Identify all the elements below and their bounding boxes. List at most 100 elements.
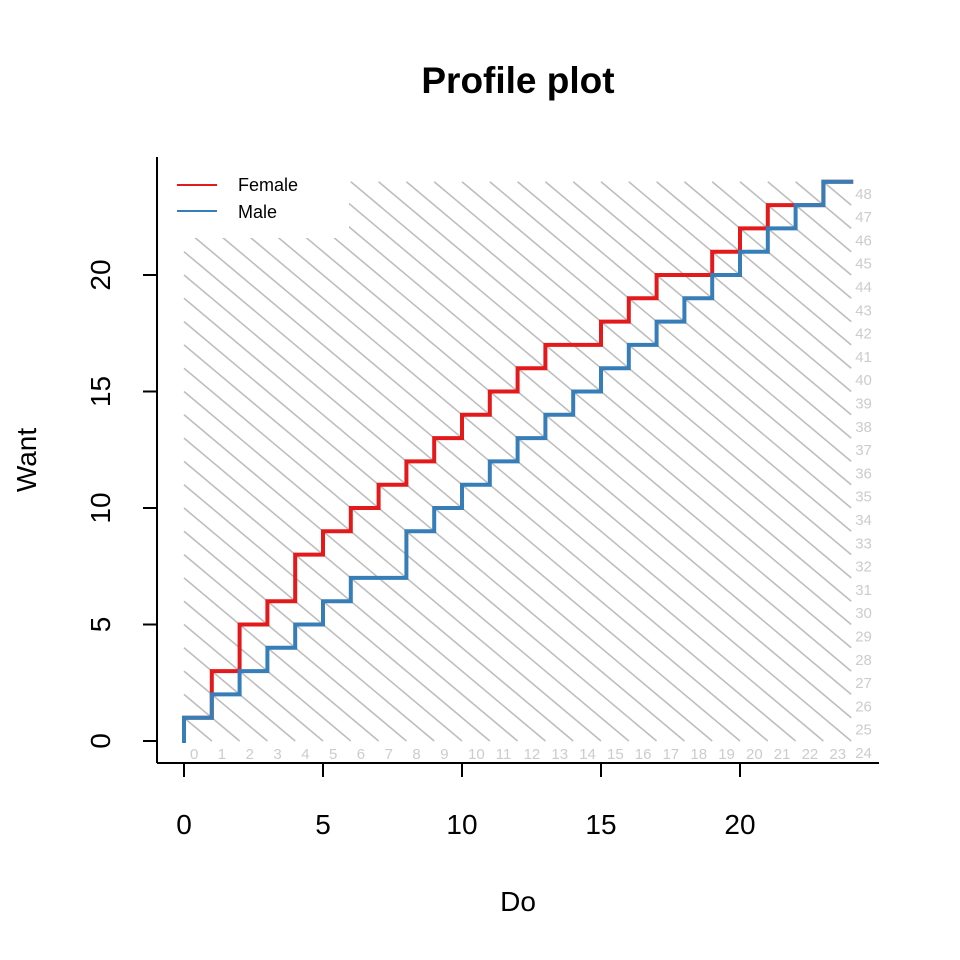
- x-tick-label: 0: [176, 809, 192, 840]
- diagonal-line: [489, 181, 852, 486]
- diagonal-label: 24: [855, 745, 872, 762]
- diagonal-label: 32: [855, 559, 872, 576]
- chart-title: Profile plot: [421, 60, 614, 101]
- diagonal-line: [183, 204, 824, 742]
- diagonal-line: [266, 181, 852, 672]
- diagonal-label: 27: [855, 675, 872, 692]
- diagonal-label: 11: [496, 746, 512, 763]
- diagonal-label: 22: [802, 746, 819, 763]
- diagonal-label: 18: [690, 746, 707, 763]
- diagonal-label: 7: [385, 746, 393, 763]
- diagonal-label: 29: [855, 629, 872, 646]
- diagonal-label: 30: [855, 605, 872, 622]
- diagonal-label: 46: [855, 232, 872, 249]
- diagonal-label: 42: [855, 326, 872, 343]
- diagonal-reference-labels: 0 1 2 3 4 5 6 7 8 9 10 11 12 13 14 15 16 17 18 19 20 21 22 23 24…: [190, 186, 872, 763]
- diagonal-label: 36: [855, 465, 872, 482]
- diagonal-label: 25: [855, 722, 872, 739]
- diagonal-label: 21: [774, 746, 791, 763]
- diagonal-label: 47: [855, 209, 872, 226]
- diagonal-label: 2: [246, 746, 254, 763]
- diagonal-line: [322, 181, 852, 626]
- diagonal-label: 31: [855, 582, 872, 599]
- diagonal-line: [822, 181, 852, 206]
- diagonal-line: [183, 297, 713, 742]
- diagonal-line: [433, 181, 852, 532]
- diagonal-label: 15: [607, 746, 624, 763]
- diagonal-label: 45: [855, 256, 872, 273]
- diagonal-label: 38: [855, 419, 872, 436]
- diagonal-label: 13: [551, 746, 568, 763]
- diagonal-label: 20: [746, 746, 763, 763]
- diagonal-line: [211, 181, 852, 719]
- diagonal-line: [183, 717, 213, 742]
- diagonal-line: [183, 484, 491, 742]
- diagonal-label: 0: [190, 746, 198, 763]
- diagonal-line: [656, 181, 852, 346]
- y-axis-ticks: 0 5 10 15 20: [85, 259, 157, 749]
- diagonal-label: 39: [855, 396, 872, 413]
- diagonal-label: 6: [357, 746, 365, 763]
- diagonal-line: [183, 670, 268, 742]
- diagonal-line: [183, 577, 380, 742]
- series-line-male: [182, 179, 854, 743]
- diagonal-label: 3: [273, 746, 281, 763]
- y-tick-label: 0: [85, 733, 116, 749]
- diagonal-label: 17: [663, 746, 680, 763]
- diagonal-line: [711, 181, 852, 299]
- axes: [156, 157, 879, 764]
- diagonal-label: 14: [579, 746, 596, 763]
- x-tick-label: 20: [724, 809, 755, 840]
- legend: Female Male: [177, 175, 298, 222]
- diagonal-line: [183, 530, 435, 742]
- y-tick-label: 10: [85, 492, 116, 523]
- y-tick-label: 20: [85, 259, 116, 290]
- diagonal-line: [378, 181, 852, 579]
- diagonal-label: 1: [218, 746, 226, 763]
- legend-box: [157, 157, 349, 238]
- diagonal-line: [183, 344, 658, 742]
- diagonal-label: 5: [329, 746, 337, 763]
- diagonal-label: 48: [855, 186, 872, 203]
- diagonal-label: 19: [718, 746, 735, 763]
- diagonal-label: 8: [412, 746, 420, 763]
- diagonal-label: 44: [855, 279, 872, 296]
- x-tick-label: 15: [585, 809, 616, 840]
- y-tick-label: 15: [85, 376, 116, 407]
- y-axis-label: Want: [11, 428, 42, 493]
- diagonal-line: [767, 181, 852, 253]
- series-lines: [182, 179, 854, 743]
- diagonal-label: 10: [468, 746, 485, 763]
- diagonal-line: [183, 437, 546, 742]
- x-tick-label: 10: [446, 809, 477, 840]
- diagonal-label: 37: [855, 442, 872, 459]
- diagonal-label: 4: [301, 746, 309, 763]
- diagonal-line: [183, 390, 602, 742]
- series-line-female: [182, 179, 854, 743]
- diagonal-label: 35: [855, 489, 872, 506]
- diagonal-label: 12: [524, 746, 541, 763]
- diagonal-label: 23: [829, 746, 846, 763]
- diagonal-label: 16: [635, 746, 652, 763]
- diagonal-line: [183, 251, 769, 742]
- x-axis-ticks: 0 5 10 15 20: [176, 763, 756, 840]
- diagonal-line: [544, 181, 852, 439]
- diagonal-label: 28: [855, 652, 872, 669]
- diagonal-label: 40: [855, 372, 872, 389]
- diagonal-label: 33: [855, 535, 872, 552]
- y-tick-label: 5: [85, 617, 116, 633]
- x-tick-label: 5: [315, 809, 331, 840]
- diagonal-label: 41: [855, 349, 872, 366]
- diagonal-label: 43: [855, 302, 872, 319]
- diagonal-line: [183, 623, 324, 742]
- legend-label-male: Male: [238, 202, 277, 222]
- legend-label-female: Female: [238, 175, 298, 195]
- diagonal-line: [600, 181, 852, 393]
- x-axis-label: Do: [500, 886, 536, 917]
- diagonal-label: 9: [440, 746, 448, 763]
- diagonal-label: 26: [855, 698, 872, 715]
- diagonal-label: 34: [855, 512, 872, 529]
